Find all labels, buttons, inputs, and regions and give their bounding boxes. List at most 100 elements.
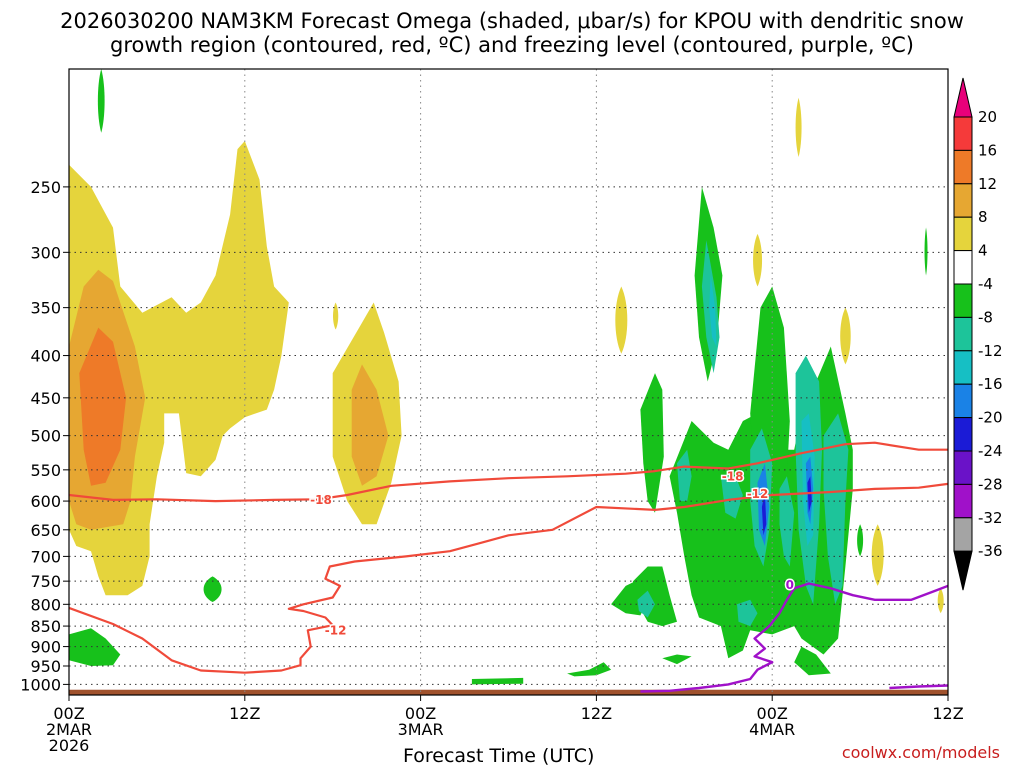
contour-label: -18 [310,493,332,507]
y-tick-label: 950 [30,657,61,676]
colorbar-segment [953,77,973,118]
colorbar-segment [953,283,973,318]
negative-omega-region [737,599,758,627]
colorbar-label: -16 [978,375,1003,393]
negative-omega-region [761,492,767,536]
positive-omega-region [753,233,763,287]
x-tick-label: 12Z [229,704,260,723]
colorbar-label: 12 [978,175,997,193]
negative-omega-region [823,413,849,605]
contour-lines: -18-12-18-120 [69,441,948,693]
y-tick-label: 700 [30,547,61,566]
negative-omega-region [794,646,831,676]
y-axis-ticks: 250 300 350 400 450 500 550 600 650 700 750 800 850 9… [20,178,69,694]
ground-surface [69,689,948,695]
positive-omega-region [79,327,127,486]
colorbar-segment [953,350,973,385]
contour-label: 0 [786,578,794,592]
colorbar-segment [953,483,973,519]
negative-omega-region [779,476,795,567]
contour-label: -12 [325,623,347,637]
negative-omega-region [720,476,743,519]
y-tick-label: 400 [30,347,61,366]
freezing-level-contour-line [640,582,948,693]
positive-omega-region [871,524,884,586]
colorbar-label: -36 [978,542,1003,560]
y-tick-label: 250 [30,178,61,197]
y-tick-label: 650 [30,521,61,540]
colorbar-label: 16 [978,141,997,159]
y-tick-label: 500 [30,427,61,446]
colorbar-segment [953,517,973,552]
colorbar-segment [953,149,973,185]
colorbar-segment [953,250,973,285]
colorbar-label: -8 [978,308,993,326]
chart-title-line-2: growth region (contoured, red, ºC) and f… [110,33,914,57]
positive-omega-region [351,364,389,486]
x-tick-date: 4MAR [749,720,795,739]
negative-omega-region [924,227,928,276]
x-tick-label: 00Z [405,704,436,723]
negative-omega-region [807,476,812,513]
negative-omega-region [69,628,121,666]
colorbar-label: 4 [978,242,988,260]
negative-omega-region [677,449,692,502]
x-tick-date: 3MAR [398,720,444,739]
freezing-level-contour-line [889,684,948,690]
positive-omega-region [333,302,339,330]
negative-omega-region [203,576,222,603]
y-tick-label: 750 [30,572,61,591]
colorbar-label: -24 [978,442,1003,460]
negative-omega-region [567,662,612,677]
y-tick-label: 350 [30,299,61,318]
positive-omega-region [937,588,944,614]
colorbar-label: 8 [978,208,988,226]
y-tick-label: 800 [30,595,61,614]
omega-shaded-field [69,69,948,695]
dgz-contour-line [69,441,948,503]
colorbar-segment [953,116,973,151]
colorbar-segment [953,183,973,218]
x-tick-date: 2MAR [46,720,92,739]
dgz-contour-line [69,482,948,674]
colorbar-segment [953,417,973,452]
colorbar-segment [953,550,973,591]
colorbar-segment [953,383,973,419]
negative-omega-region [640,373,664,513]
credit-text: coolwx.com/models [841,743,1000,762]
y-tick-label: 300 [30,243,61,262]
colorbar-segment [953,216,973,252]
x-tick-label: 12Z [932,704,963,723]
colorbar-segment [953,316,973,352]
x-axis-label: Forecast Time (UTC) [403,745,595,767]
positive-omega-region [795,97,802,157]
gridlines [69,69,948,695]
x-tick-label: 12Z [581,704,612,723]
negative-omega-region [471,677,524,685]
colorbar-label: -4 [978,275,993,293]
y-tick-label: 600 [30,492,61,511]
colorbar-segment [953,450,973,485]
negative-omega-region [662,654,692,665]
x-tick-year: 2026 [49,736,90,755]
positive-omega-region [615,286,628,354]
x-tick-label: 00Z [757,704,788,723]
y-tick-label: 550 [30,461,61,480]
y-tick-label: 450 [30,389,61,408]
colorbar-label: -32 [978,509,1003,527]
contour-label: -12 [747,487,769,501]
colorbar-label: -28 [978,475,1003,493]
y-tick-label: 1000 [20,675,61,694]
contour-label: -18 [722,469,744,483]
negative-omega-region [709,275,717,347]
colorbar-label: -20 [978,409,1003,427]
negative-omega-region [97,69,105,133]
negative-omega-region [857,524,864,557]
chart-title-line-1: 2026030200 NAM3KM Forecast Omega (shaded… [60,9,964,33]
y-tick-label: 900 [30,638,61,657]
positive-omega-region [840,307,851,365]
colorbar-label: 20 [978,108,997,126]
y-tick-label: 850 [30,617,61,636]
